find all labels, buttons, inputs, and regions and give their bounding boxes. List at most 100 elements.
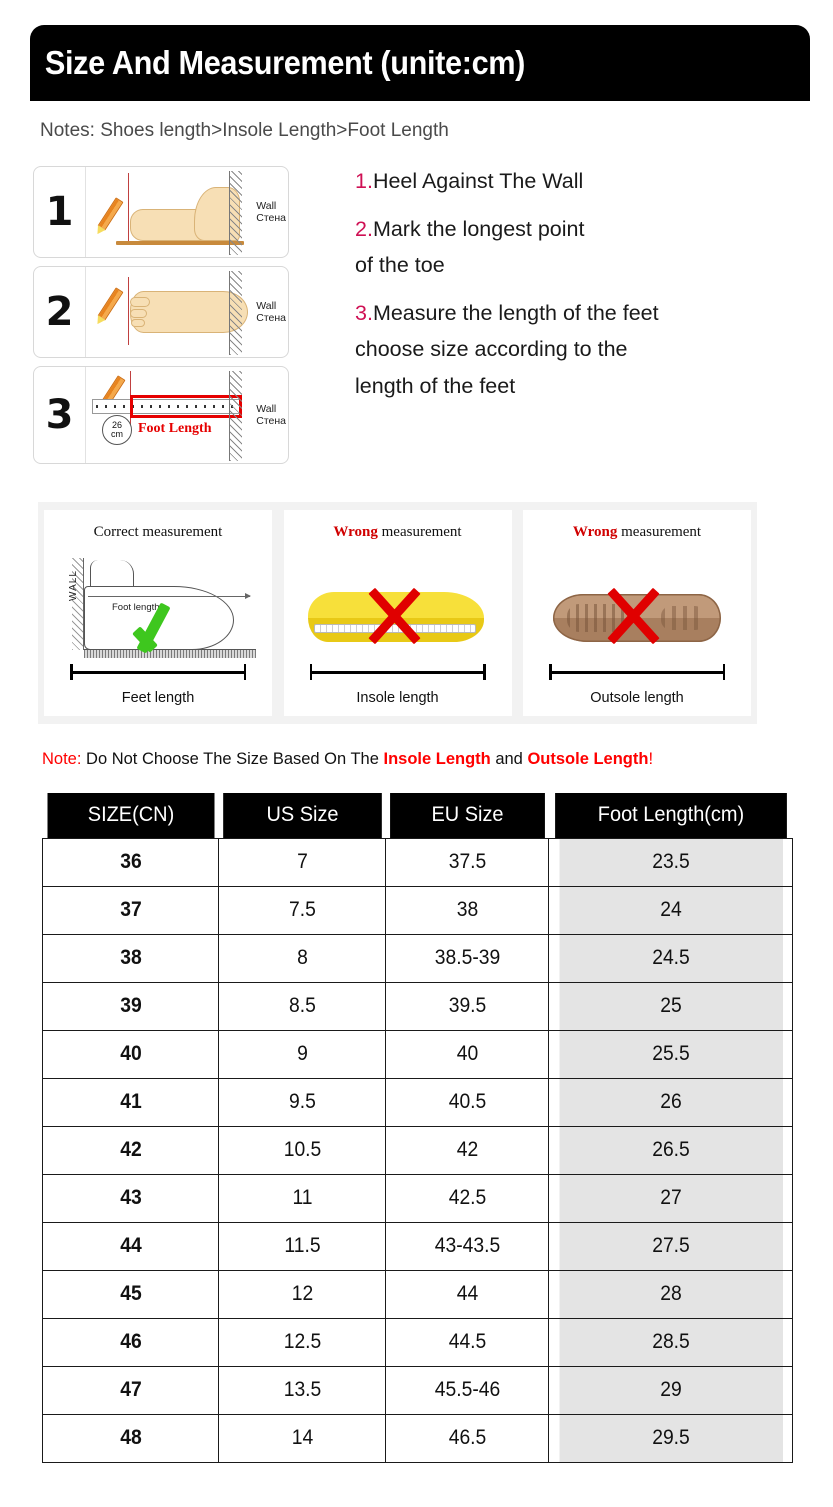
warning-prefix: Note: bbox=[42, 750, 82, 768]
table-cell: 40 bbox=[49, 1029, 212, 1079]
table-cell: 14 bbox=[224, 1413, 380, 1463]
comparison-title-correct: Correct measurement bbox=[93, 524, 223, 540]
table-cell: 29.5 bbox=[557, 1413, 784, 1463]
table-cell: 44.5 bbox=[391, 1317, 543, 1367]
table-row: 44 11.5 43-43.5 27.5 bbox=[43, 1221, 793, 1271]
table-cell: 44 bbox=[391, 1269, 543, 1319]
title-bar: Size And Measurement (unite:cm) bbox=[30, 25, 810, 101]
table-cell: 27.5 bbox=[557, 1221, 784, 1271]
comparison-caption-correct: Feet length bbox=[121, 690, 195, 706]
table-cell: 25 bbox=[557, 981, 784, 1031]
table-cell: 11.5 bbox=[224, 1221, 380, 1271]
green-check-icon bbox=[130, 600, 184, 664]
comparison-strip: Correct measurement WALL Foot length Fee… bbox=[38, 502, 757, 724]
table-cell: 43-43.5 bbox=[391, 1221, 543, 1271]
table-cell: 46 bbox=[49, 1317, 212, 1367]
instruction-2-cont: of the toe bbox=[355, 253, 445, 278]
comparison-title-insole: Wrong measurement bbox=[333, 524, 462, 540]
table-cell: 42 bbox=[49, 1125, 212, 1175]
red-cross-icon bbox=[362, 584, 426, 648]
table-cell: 37 bbox=[49, 885, 212, 935]
table-cell: 12.5 bbox=[224, 1317, 380, 1367]
comparison-caption-outsole: Outsole length bbox=[590, 690, 684, 706]
table-row: 42 10.5 42 26.5 bbox=[43, 1125, 793, 1175]
step-panel-3-number: 3 bbox=[34, 367, 86, 463]
table-row: 39 8.5 39.5 25 bbox=[43, 981, 793, 1031]
table-cell: 24 bbox=[557, 885, 784, 935]
table-cell: 26.5 bbox=[557, 1125, 784, 1175]
page-title: Size And Measurement (unite:cm) bbox=[44, 44, 526, 81]
table-cell: 39 bbox=[49, 981, 212, 1031]
size-table: SIZE(CN) US Size EU Size Foot Length(cm)… bbox=[42, 793, 793, 1463]
wall-label-1: Wall Стена bbox=[256, 199, 286, 224]
step-panel-2-number: 2 bbox=[34, 267, 86, 357]
table-cell: 43 bbox=[49, 1173, 212, 1223]
comparison-caption-insole: Insole length bbox=[356, 690, 439, 706]
table-cell: 8 bbox=[224, 933, 380, 983]
foot-length-caption: Foot Length bbox=[138, 421, 212, 436]
table-cell: 26 bbox=[557, 1077, 784, 1127]
step-panel-3: 3 26 cm Foot Length bbox=[33, 366, 289, 464]
instruction-list: 1.Heel Against The Wall 2.Mark the longe… bbox=[355, 163, 825, 404]
table-header-eu-size: EU Size bbox=[389, 793, 545, 838]
instruction-3-cont-1: choose size according to the bbox=[355, 337, 628, 362]
instruction-2: 2.Mark the longest point bbox=[355, 217, 585, 242]
instruction-1: 1.Heel Against The Wall bbox=[355, 169, 584, 193]
instruction-3: 3.Measure the length of the feet bbox=[355, 301, 659, 326]
table-cell: 23.5 bbox=[557, 837, 784, 887]
table-cell: 11 bbox=[224, 1173, 380, 1223]
table-cell: 38 bbox=[49, 933, 212, 983]
table-cell: 12 bbox=[224, 1269, 380, 1319]
table-row: 47 13.5 45.5-46 29 bbox=[43, 1365, 793, 1415]
size-table-body: 36 7 37.5 23.5 37 7.5 38 24 38 8 38.5-39 24.5 39 8.5 3… bbox=[43, 837, 793, 1463]
table-cell: 45.5-46 bbox=[391, 1365, 543, 1415]
warning-text-2: and bbox=[490, 750, 528, 768]
comparison-panel-correct: Correct measurement WALL Foot length Fee… bbox=[44, 510, 272, 716]
table-cell: 39.5 bbox=[391, 981, 543, 1031]
table-cell: 38.5-39 bbox=[391, 933, 543, 983]
leg-outline-icon bbox=[90, 560, 134, 604]
table-cell: 37.5 bbox=[391, 837, 543, 887]
warning-text-1: Do Not Choose The Size Based On The bbox=[81, 750, 384, 768]
table-cell: 9 bbox=[224, 1029, 380, 1079]
measure-bracket-icon-outsole bbox=[549, 664, 725, 680]
measurement-steps-section: 1 Wall Стена 2 bbox=[0, 163, 833, 481]
table-cell: 48 bbox=[49, 1413, 212, 1463]
measure-bracket-icon bbox=[70, 664, 246, 680]
foot-top-view-with-pencil-icon: Wall Стена bbox=[86, 267, 288, 357]
notes-line: Notes: Shoes length>Insole Length>Foot L… bbox=[40, 120, 449, 141]
table-row: 48 14 46.5 29.5 bbox=[43, 1413, 793, 1463]
table-row: 40 9 40 25.5 bbox=[43, 1029, 793, 1079]
table-row: 36 7 37.5 23.5 bbox=[43, 837, 793, 887]
warning-suffix: ! bbox=[648, 750, 654, 768]
table-cell: 40.5 bbox=[391, 1077, 543, 1127]
table-cell: 7.5 bbox=[224, 885, 380, 935]
table-cell: 41 bbox=[49, 1077, 212, 1127]
table-cell: 47 bbox=[49, 1365, 212, 1415]
warning-bold-insole: Insole Length bbox=[383, 750, 491, 768]
foot-side-view-with-pencil-icon: Wall Стена bbox=[86, 167, 288, 257]
wall-word-label: WALL bbox=[67, 570, 79, 601]
measure-bracket-icon-insole bbox=[309, 664, 486, 680]
table-row: 43 11 42.5 27 bbox=[43, 1173, 793, 1223]
ruler-value: 26 bbox=[111, 419, 122, 430]
table-row: 41 9.5 40.5 26 bbox=[43, 1077, 793, 1127]
ruler-unit: cm bbox=[111, 429, 123, 439]
table-cell: 27 bbox=[557, 1173, 784, 1223]
table-header-size-cn: SIZE(CN) bbox=[46, 793, 215, 838]
table-cell: 25.5 bbox=[557, 1029, 784, 1079]
comparison-title-outsole: Wrong measurement bbox=[572, 524, 702, 540]
table-cell: 28 bbox=[557, 1269, 784, 1319]
step-panel-1-number: 1 bbox=[34, 167, 86, 257]
wall-label-2: Wall Стена bbox=[256, 299, 286, 324]
warning-bold-outsole: Outsole Length bbox=[527, 750, 649, 768]
table-header-us-size: US Size bbox=[222, 793, 382, 838]
table-cell: 7 bbox=[224, 837, 380, 887]
measure-arrow-icon bbox=[88, 593, 251, 599]
table-cell: 10.5 bbox=[224, 1125, 380, 1175]
table-cell: 36 bbox=[49, 837, 212, 887]
comparison-panel-insole: Wrong measurement Insole length bbox=[283, 510, 512, 716]
table-cell: 8.5 bbox=[224, 981, 380, 1031]
step-panel-1: 1 Wall Стена bbox=[33, 166, 289, 258]
red-cross-icon-outsole bbox=[601, 584, 665, 648]
